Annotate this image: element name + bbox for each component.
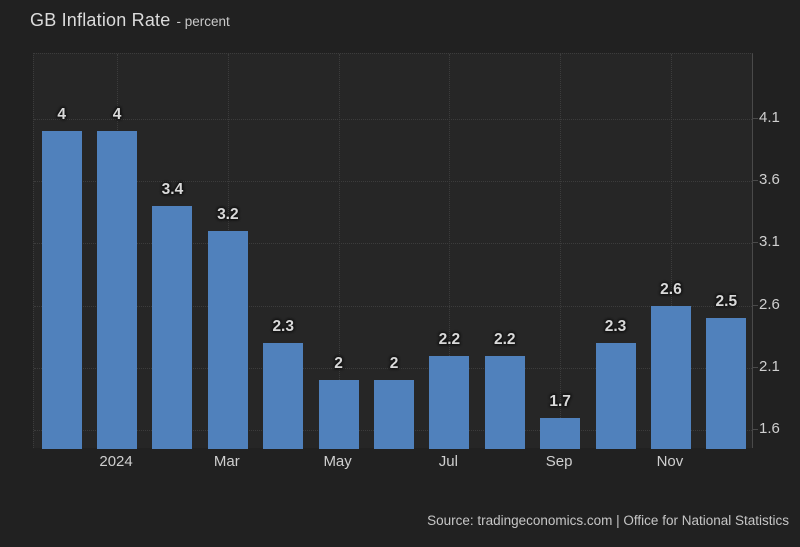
source-attribution: Source: tradingeconomics.com | Office fo… <box>427 513 789 528</box>
bar <box>318 380 359 449</box>
bar-value-label: 2 <box>334 355 343 373</box>
vertical-gridline <box>560 54 562 448</box>
bar-value-label: 2.6 <box>660 280 682 298</box>
y-tick-label: 2.1 <box>759 358 780 375</box>
x-tick-label: Sep <box>545 453 573 470</box>
bar-value-label: 4 <box>112 106 122 124</box>
x-tick-label: Nov <box>656 453 684 470</box>
bar-value-label: 2.3 <box>272 318 294 336</box>
y-tick-label: 1.6 <box>759 420 780 438</box>
bar-value-label: 2.2 <box>438 330 461 348</box>
vertical-gridline <box>338 54 340 448</box>
vertical-gridline <box>670 54 672 448</box>
bar <box>540 417 581 449</box>
bar <box>97 131 138 449</box>
bar <box>429 355 470 449</box>
bar <box>374 380 414 449</box>
bar-value-label: 3.4 <box>161 181 184 199</box>
horizontal-gridline <box>34 305 752 307</box>
bar-value-label: 4 <box>57 106 67 124</box>
bar <box>595 343 636 449</box>
y-tick-label: 3.6 <box>759 171 780 189</box>
bar-value-label: 2 <box>389 355 399 373</box>
x-tick-label: 2024 <box>99 453 133 470</box>
horizontal-gridline <box>34 181 752 183</box>
horizontal-gridline <box>34 118 752 120</box>
bar <box>650 305 691 449</box>
bar-value-label: 3.2 <box>217 205 239 223</box>
plot-area: 4 4 3.4 3.2 2.3 2 2 2.2 2.2 1.7 2.3 2.6 2.5 <box>33 53 753 449</box>
bar <box>484 355 525 449</box>
y-tick-label: 3.1 <box>759 233 780 251</box>
bar <box>706 318 747 449</box>
y-axis-tick <box>753 304 758 306</box>
x-tick-label: Mar <box>213 453 240 470</box>
y-axis-tick <box>753 429 758 431</box>
x-tick-label: May <box>323 453 352 470</box>
vertical-gridline <box>449 54 451 448</box>
bar-value-label: 1.7 <box>549 392 571 410</box>
bar <box>41 131 82 449</box>
horizontal-gridline <box>34 368 752 369</box>
x-tick-label: Jul <box>438 453 458 470</box>
y-axis-tick <box>753 242 758 244</box>
y-tick-label: 2.6 <box>759 295 780 313</box>
bar <box>263 343 304 449</box>
bar-value-label: 2.2 <box>493 330 516 348</box>
bar-value-label: 2.5 <box>715 293 738 311</box>
y-tick-label: 4.1 <box>759 108 780 126</box>
chart-title: GB Inflation Rate <box>30 10 171 30</box>
y-axis-tick <box>753 117 758 119</box>
y-axis-tick <box>753 180 758 182</box>
chart-header: GB Inflation Rate - percent <box>30 10 230 31</box>
bar <box>207 230 248 449</box>
horizontal-gridline <box>34 243 752 245</box>
y-axis-tick <box>753 367 758 368</box>
bar-value-label: 2.3 <box>604 318 627 336</box>
bar <box>152 206 193 449</box>
chart-subtitle: - percent <box>176 14 230 29</box>
